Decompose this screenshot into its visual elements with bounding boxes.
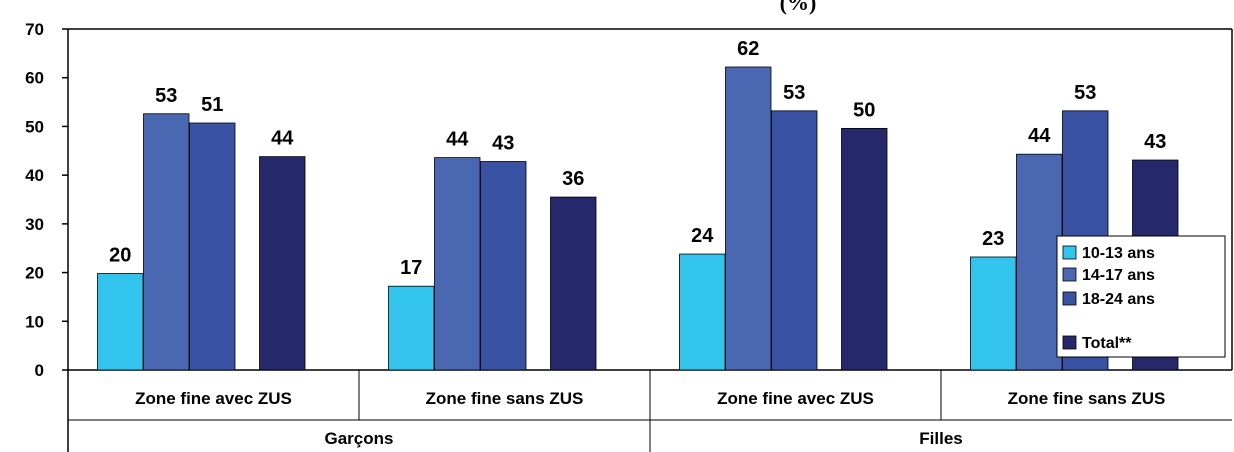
legend-label: Total** (1082, 335, 1132, 352)
bar-14-17-ans-2 (725, 66, 772, 371)
data-label: 43 (492, 133, 514, 155)
data-label: 20 (109, 245, 131, 267)
chart-title-fragment: (%) (780, 0, 817, 15)
bar-14-17-ans-1 (434, 157, 481, 371)
legend-label: 18-24 ans (1082, 291, 1155, 308)
data-labels: 20 17 24 23 53 44 62 44 51 43 53 53 44 36 50 43 (109, 38, 1166, 279)
bar-10-13-ans-1 (388, 285, 435, 371)
data-label: 36 (562, 168, 584, 190)
legend-swatch (1062, 245, 1077, 260)
y-tick-label: 40 (25, 166, 44, 185)
x-category-label: Zone fine avec ZUS (135, 389, 292, 408)
data-label: 44 (271, 128, 294, 150)
y-tick-label: 60 (25, 69, 44, 88)
data-label: 50 (853, 99, 875, 121)
data-label: 53 (155, 85, 177, 107)
data-label: 51 (201, 94, 223, 116)
y-tick-label: 50 (25, 117, 44, 136)
bar-total--1 (550, 196, 597, 371)
legend: 10-13 ans 14-17 ans 18-24 ans Total** (1056, 235, 1226, 358)
x-category-label: Zone fine sans ZUS (426, 389, 584, 408)
data-label: 17 (400, 257, 422, 279)
data-label: 53 (783, 82, 805, 104)
y-tick-label: 30 (25, 215, 44, 234)
bar-10-13-ans-0 (97, 273, 144, 371)
bar-total--2 (841, 127, 888, 371)
bar-total--0 (259, 156, 306, 371)
legend-swatch (1062, 291, 1077, 306)
bar-18-24-ans-2 (771, 110, 818, 371)
legend-swatch (1062, 335, 1077, 350)
bar-14-17-ans-0 (143, 113, 190, 371)
legend-label: 10-13 ans (1082, 245, 1155, 262)
data-label: 24 (691, 225, 714, 247)
bar-18-24-ans-1 (480, 161, 527, 371)
bar-18-24-ans-0 (189, 122, 236, 371)
bar-14-17-ans-3 (1016, 153, 1063, 371)
bar-10-13-ans-3 (970, 256, 1017, 371)
y-tick-label: 10 (25, 312, 44, 331)
bars (97, 66, 1179, 371)
data-label: 44 (446, 129, 469, 151)
x-category-label: Zone fine sans ZUS (1008, 389, 1166, 408)
x-category-label: Zone fine avec ZUS (717, 389, 874, 408)
legend-swatch (1062, 267, 1077, 282)
y-tick-label: 70 (25, 20, 44, 39)
y-tick-label: 20 (25, 264, 44, 283)
x-group-label: Garçons (325, 429, 394, 448)
legend-label: 14-17 ans (1082, 267, 1155, 284)
data-label: 23 (982, 228, 1004, 250)
x-group-label: Filles (919, 429, 962, 448)
data-label: 53 (1074, 82, 1096, 104)
y-tick-label: 0 (35, 361, 44, 380)
bar-10-13-ans-2 (679, 253, 726, 371)
legend-box (1056, 235, 1226, 358)
data-label: 43 (1144, 131, 1166, 153)
x-category-labels: Zone fine avec ZUS Zone fine sans ZUS Zone… (135, 389, 1165, 448)
data-label: 62 (737, 38, 759, 60)
data-label: 44 (1028, 125, 1051, 147)
